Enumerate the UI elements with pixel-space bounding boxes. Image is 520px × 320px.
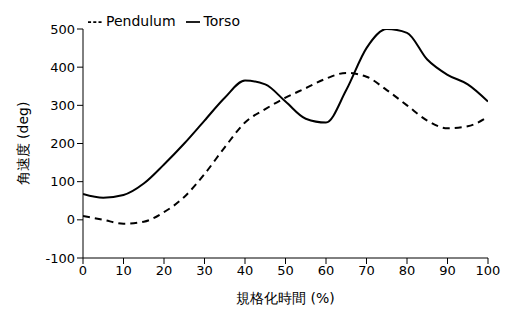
svg-text:10: 10 — [115, 263, 132, 278]
svg-text:90: 90 — [439, 263, 456, 278]
svg-text:70: 70 — [358, 263, 375, 278]
svg-text:40: 40 — [237, 263, 254, 278]
svg-text:-100: -100 — [45, 251, 75, 266]
svg-text:0: 0 — [79, 263, 87, 278]
svg-text:100: 100 — [50, 174, 75, 189]
svg-text:300: 300 — [50, 98, 75, 113]
svg-text:20: 20 — [156, 263, 173, 278]
html-text:Pendulum: Pendulum — [106, 13, 176, 29]
svg-text:400: 400 — [50, 60, 75, 75]
svg-text:角速度 (deg): 角速度 (deg) — [15, 102, 31, 186]
svg-text:200: 200 — [50, 136, 75, 151]
html-text:Torso: Torso — [203, 13, 240, 29]
svg-text:50: 50 — [277, 263, 294, 278]
svg-text:規格化時間 (%): 規格化時間 (%) — [236, 290, 335, 306]
svg-text:500: 500 — [50, 22, 75, 37]
svg-text:100: 100 — [476, 263, 501, 278]
svg-text:0: 0 — [67, 212, 75, 227]
svg-text:30: 30 — [196, 263, 213, 278]
svg-text:80: 80 — [399, 263, 416, 278]
svg-text:60: 60 — [318, 263, 335, 278]
